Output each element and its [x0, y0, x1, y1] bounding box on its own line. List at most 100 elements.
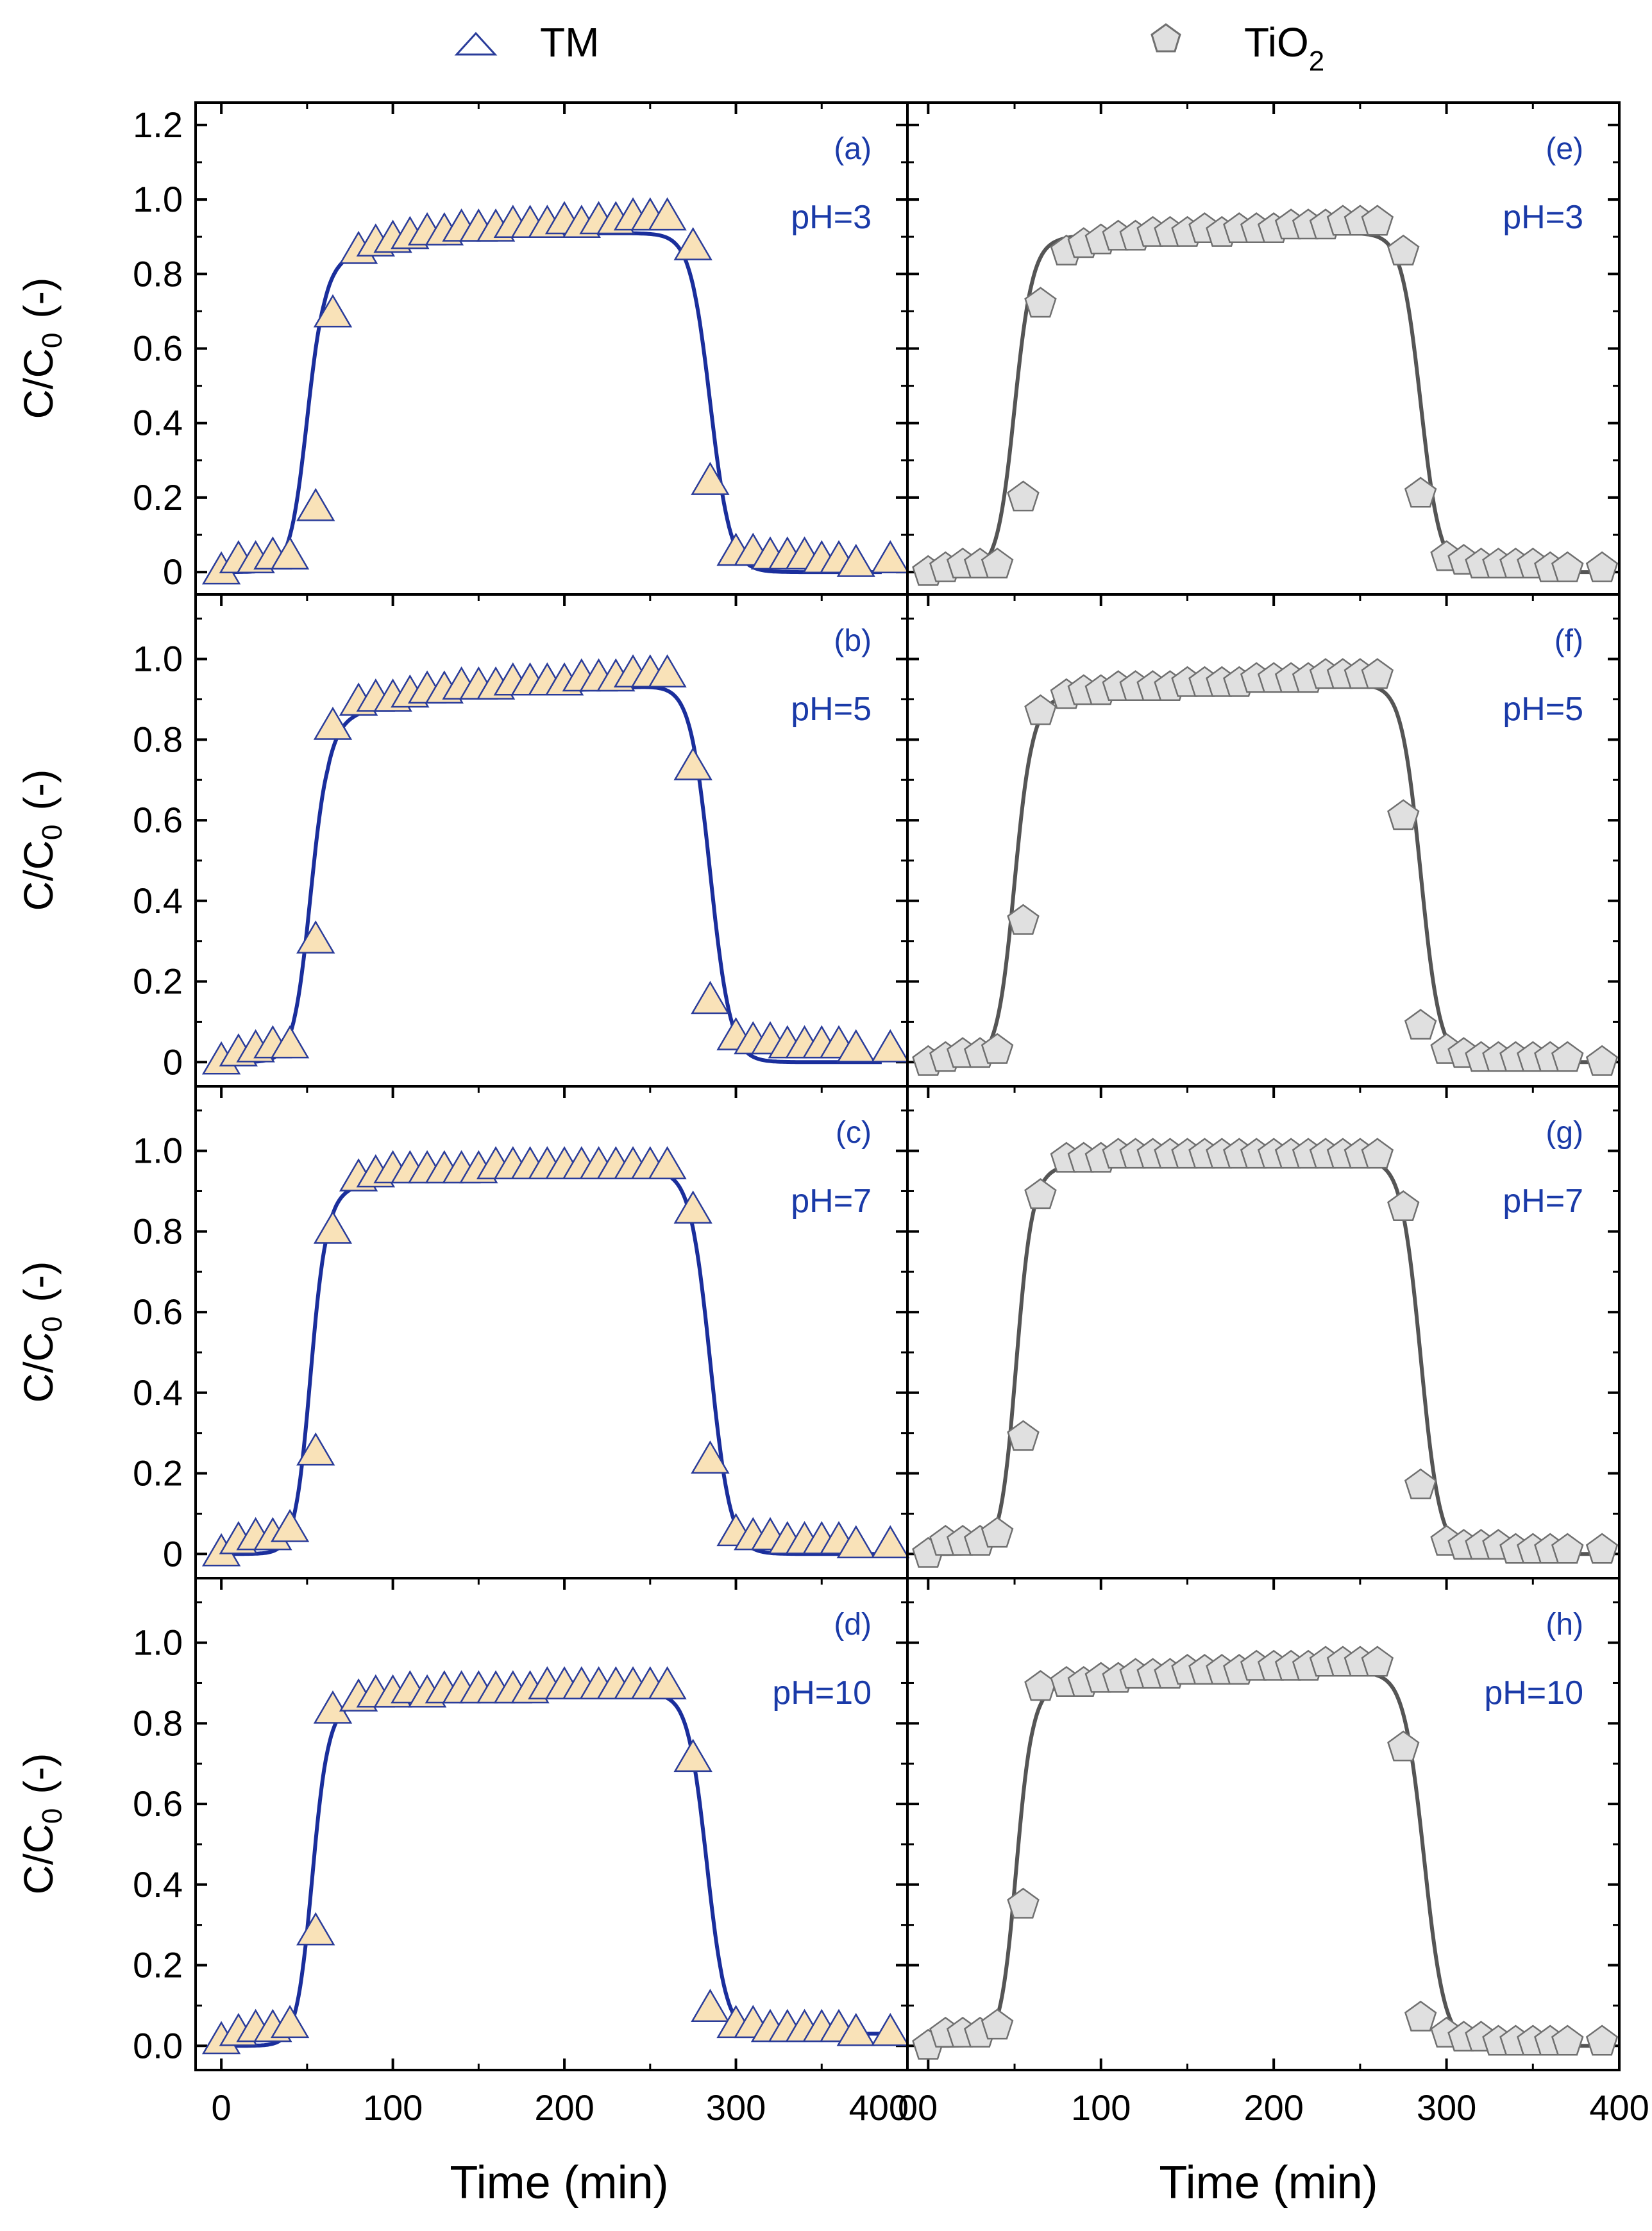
- y-tick-label: 0: [163, 1041, 183, 1082]
- ylabel-sub: 0: [37, 1317, 68, 1332]
- panel-c: 0 0.2 0.4 0.6 0.8 1.0 (c) pH=7: [133, 1085, 910, 1579]
- y-axis-label-row1: C/C0 (-): [15, 278, 68, 419]
- y-tick-label: 0.4: [133, 880, 183, 921]
- data-point-triangle: [836, 2012, 875, 2046]
- y-tick-label: 0.2: [133, 1453, 183, 1494]
- legend-label-tm: TM: [540, 19, 599, 65]
- legend-label-tio2-sub: 2: [1309, 46, 1324, 77]
- y-tick-label: 1.0: [133, 1622, 183, 1663]
- y-tick-label: 1.0: [133, 1131, 183, 1171]
- data-point-triangle: [296, 1432, 335, 1466]
- data-point-triangle: [673, 1738, 712, 1772]
- data-point-triangle: [691, 1440, 730, 1474]
- panel-ph-label: pH=7: [1503, 1183, 1583, 1220]
- data-point-triangle: [871, 1029, 910, 1063]
- x-tick-label: 300: [706, 2087, 766, 2128]
- y-tick-label: 0.8: [133, 719, 183, 759]
- data-point-triangle: [313, 294, 353, 328]
- panel-b: 0 0.2 0.4 0.6 0.8 1.0 (b) pH=5: [133, 593, 910, 1088]
- data-point-triangle: [691, 462, 730, 495]
- ylabel-sub: 0: [37, 825, 68, 840]
- ylabel-sub: 0: [37, 1808, 68, 1824]
- data-point-pentagon: [1361, 658, 1394, 689]
- y-axis-label-text: C/C0 (-): [15, 770, 68, 911]
- data-point-triangle: [270, 1025, 310, 1059]
- data-point-triangle: [673, 1190, 712, 1224]
- ylabel-tail: (-): [15, 1261, 62, 1302]
- data-point-triangle: [296, 1912, 335, 1946]
- data-point-pentagon: [981, 547, 1014, 578]
- x-tick-label: 400: [849, 2087, 909, 2128]
- panel-frame: [906, 1577, 1621, 2071]
- data-point-triangle: [296, 487, 335, 521]
- data-point-pentagon: [1387, 799, 1420, 830]
- data-point-pentagon: [1361, 1138, 1394, 1169]
- y-tick-label: 0: [163, 1533, 183, 1574]
- ylabel-tail: (-): [15, 278, 62, 319]
- data-point-pentagon: [1024, 694, 1057, 725]
- x-tick-label: 100: [1071, 2087, 1131, 2128]
- panel-ph-label: pH=10: [772, 1674, 872, 1712]
- y-axis-labels: C/C0(-) C/C0(-) C/C0(-) C/C0(-): [15, 278, 68, 1895]
- panel-ph-label: pH=3: [1503, 199, 1583, 236]
- panel-ph-label: pH=5: [1503, 691, 1583, 728]
- data-point-pentagon: [1551, 1041, 1584, 1072]
- y-axis-label-row4: C/C0 (-): [15, 1753, 68, 1895]
- y-axis-label-text: C/C0 (-): [15, 278, 68, 419]
- panel-letter: (d): [834, 1608, 872, 1642]
- data-point-pentagon: [1007, 904, 1040, 935]
- data-point-pentagon: [981, 1517, 1014, 1548]
- x-axis-label-right: Time (min): [1159, 2157, 1378, 2209]
- panel-h: 00 100 200 300 400 (h) pH=10: [898, 1577, 1649, 2128]
- data-point-pentagon: [1361, 1646, 1394, 1677]
- legend-triangle-marker: [454, 31, 498, 56]
- data-point-pentagon: [1551, 2025, 1584, 2056]
- y-tick-label: 1.2: [133, 105, 183, 145]
- panel-ph-label: pH=5: [791, 691, 872, 728]
- x-tick-label: 400: [1589, 2087, 1649, 2128]
- y-tick-label: 1.0: [133, 639, 183, 679]
- ylabel-main: C/C: [15, 1332, 62, 1402]
- data-point-pentagon: [1387, 1730, 1420, 1762]
- panel-ph-label: pH=10: [1484, 1674, 1583, 1712]
- data-point-triangle: [270, 536, 310, 570]
- y-tick-label: 0.6: [133, 800, 183, 840]
- y-tick-label: 0.8: [133, 253, 183, 294]
- data-point-triangle: [871, 1525, 910, 1558]
- data-point-triangle: [836, 1525, 875, 1558]
- y-tick-label: 0.2: [133, 961, 183, 1002]
- data-point-pentagon: [1361, 205, 1394, 236]
- x-axis-label-left: Time (min): [450, 2157, 668, 2209]
- data-point-pentagon: [1007, 480, 1040, 512]
- y-tick-label: 0.4: [133, 1864, 183, 1905]
- data-point-pentagon: [1404, 1009, 1437, 1040]
- data-point-pentagon: [1551, 1533, 1584, 1564]
- panel-letter: (b): [834, 624, 872, 658]
- panel-e: (e) pH=3: [906, 101, 1621, 596]
- x-tick-label: 200: [534, 2087, 594, 2128]
- data-point-pentagon: [1024, 287, 1057, 318]
- data-point-pentagon: [1007, 1887, 1040, 1919]
- data-point-pentagon: [1551, 551, 1584, 582]
- y-tick-label: 0.0: [133, 2025, 183, 2066]
- data-point-triangle: [648, 1146, 687, 1179]
- ylabel-main: C/C: [15, 840, 62, 911]
- data-point-triangle: [648, 1666, 687, 1699]
- y-tick-label: 0.4: [133, 403, 183, 443]
- panel-g: (g) pH=7: [906, 1085, 1621, 1579]
- data-point-pentagon: [1585, 1045, 1619, 1076]
- x-tick-label: 00: [898, 2087, 938, 2128]
- panel-letter: (h): [1546, 1608, 1583, 1642]
- data-point-pentagon: [1585, 551, 1619, 582]
- data-point-triangle: [648, 197, 687, 231]
- data-point-triangle: [871, 2012, 910, 2046]
- ylabel-sub: 0: [37, 333, 68, 348]
- data-point-pentagon: [1585, 2025, 1619, 2056]
- y-tick-label: 0.2: [133, 1945, 183, 1985]
- legend: TM TiO2: [454, 19, 1324, 77]
- data-point-pentagon: [1387, 1190, 1420, 1222]
- ylabel-main: C/C: [15, 348, 62, 419]
- y-tick-label: 0.6: [133, 1292, 183, 1332]
- data-point-triangle: [691, 981, 730, 1014]
